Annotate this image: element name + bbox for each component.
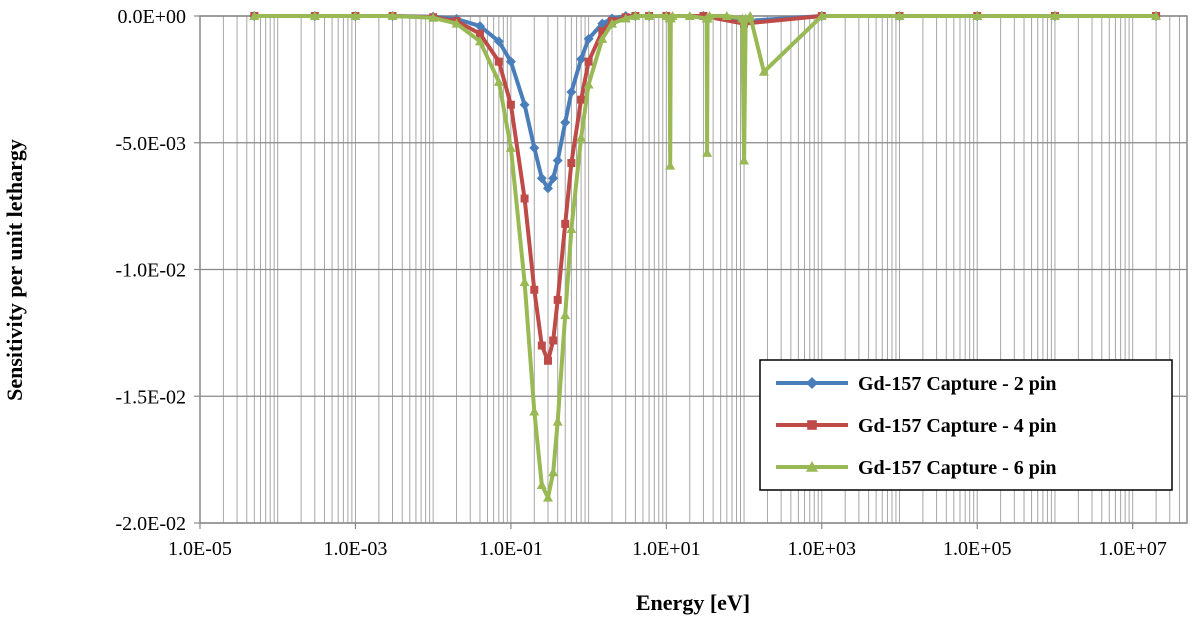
data-point: [576, 132, 587, 142]
data-point: [620, 13, 631, 23]
data-point: [505, 142, 516, 152]
tick-labels: 1.0E-05 1.0E-03 1.0E-01 1.0E+01 1.0E+03 1.0E+…: [115, 6, 1166, 560]
y-tick-label: -1.0E-02: [115, 260, 186, 282]
y-tick-label: -1.5E-02: [115, 386, 186, 408]
data-point: [745, 11, 756, 20]
data-point: [387, 11, 398, 20]
y-tick-label: -5.0E-03: [115, 133, 186, 155]
data-point: [428, 12, 439, 22]
data-point: [583, 33, 594, 44]
data-point: [806, 377, 818, 389]
data-point: [597, 33, 608, 43]
data-point: [577, 95, 586, 104]
data-point: [1049, 11, 1060, 20]
data-point: [702, 147, 713, 157]
data-point: [249, 11, 260, 20]
x-tick-label: 1.0E+01: [632, 538, 701, 560]
data-point: [350, 11, 361, 20]
data-point: [644, 11, 655, 20]
data-point: [665, 160, 676, 170]
data-point: [549, 336, 558, 345]
data-point: [972, 11, 983, 20]
data-point: [309, 11, 320, 20]
data-point: [607, 18, 618, 28]
legend: Gd-157 Capture - 2 pin Gd-157 Capture - 4…: [759, 359, 1173, 491]
data-point: [519, 277, 530, 287]
data-point: [1151, 11, 1162, 20]
legend-entry: Gd-157 Capture - 6 pin: [776, 457, 1057, 479]
x-tick-label: 1.0E+03: [788, 538, 857, 560]
y-axis-title: Sensitivity per unit lethargy: [2, 139, 27, 401]
data-point: [684, 11, 695, 20]
data-point: [740, 13, 751, 23]
data-point: [542, 492, 553, 502]
x-axis-title: Energy [eV]: [636, 590, 750, 615]
x-tick-label: 1.0E-05: [168, 538, 232, 560]
data-point: [552, 416, 563, 426]
x-tick-label: 1.0E+07: [1098, 538, 1167, 560]
data-point: [451, 18, 462, 28]
data-point: [758, 66, 769, 76]
data-point: [520, 194, 529, 203]
data-point: [552, 155, 563, 166]
y-tick-label: -2.0E-02: [115, 513, 186, 535]
legend-entry: Gd-157 Capture - 4 pin: [776, 415, 1057, 437]
data-point: [494, 57, 503, 66]
data-point: [667, 11, 678, 20]
x-tick-label: 1.0E-01: [479, 538, 543, 560]
data-point: [505, 56, 516, 67]
legend-label: Gd-157 Capture - 6 pin: [858, 457, 1057, 479]
data-point: [475, 29, 484, 38]
legend-label: Gd-157 Capture - 2 pin: [858, 373, 1057, 395]
data-point: [583, 79, 594, 89]
data-point: [807, 420, 817, 430]
data-point: [548, 467, 559, 477]
data-point: [630, 11, 641, 20]
data-point: [474, 21, 485, 32]
legend-label: Gd-157 Capture - 4 pin: [858, 415, 1057, 437]
data-point: [598, 27, 607, 36]
y-tick-label: 0.0E+00: [118, 6, 187, 28]
data-point: [536, 479, 547, 489]
data-point: [493, 76, 504, 86]
data-point: [576, 54, 587, 65]
series-3: [249, 11, 1162, 502]
data-point: [816, 11, 827, 20]
legend-entry: Gd-157 Capture - 2 pin: [776, 373, 1057, 395]
data-point: [506, 100, 515, 109]
data-point: [529, 142, 540, 153]
data-point: [542, 183, 553, 194]
data-point: [567, 159, 576, 168]
data-point: [553, 295, 562, 304]
data-point: [493, 36, 504, 47]
x-tick-label: 1.0E-03: [324, 538, 388, 560]
x-tick-label: 1.0E+05: [943, 538, 1012, 560]
data-point: [566, 223, 577, 233]
data-point: [704, 11, 715, 20]
data-point: [543, 356, 552, 365]
data-point: [548, 173, 559, 184]
data-point: [806, 461, 818, 472]
data-point: [894, 11, 905, 20]
data-point: [474, 36, 485, 46]
data-point: [560, 117, 571, 128]
legend-entries: Gd-157 Capture - 2 pin Gd-157 Capture - 4…: [776, 373, 1057, 479]
data-point: [519, 99, 530, 110]
data-point: [739, 155, 750, 165]
data-point: [536, 173, 547, 184]
data-point: [699, 12, 708, 20]
data-point: [537, 341, 546, 350]
data-point: [560, 310, 571, 320]
data-point: [530, 285, 539, 294]
data-point: [584, 57, 593, 66]
series-layer: [249, 11, 1162, 502]
data-point: [566, 87, 577, 98]
data-point: [561, 219, 570, 228]
data-point: [529, 406, 540, 416]
data-point: [721, 11, 732, 20]
